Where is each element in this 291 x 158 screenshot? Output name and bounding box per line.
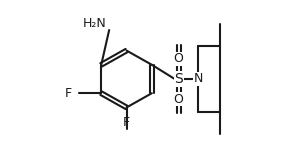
Text: F: F xyxy=(123,116,130,129)
Text: S: S xyxy=(174,72,183,86)
Text: O: O xyxy=(174,93,184,106)
Text: N: N xyxy=(194,73,203,85)
Text: F: F xyxy=(65,87,72,100)
Text: H₂N: H₂N xyxy=(82,17,106,30)
Text: O: O xyxy=(174,52,184,65)
